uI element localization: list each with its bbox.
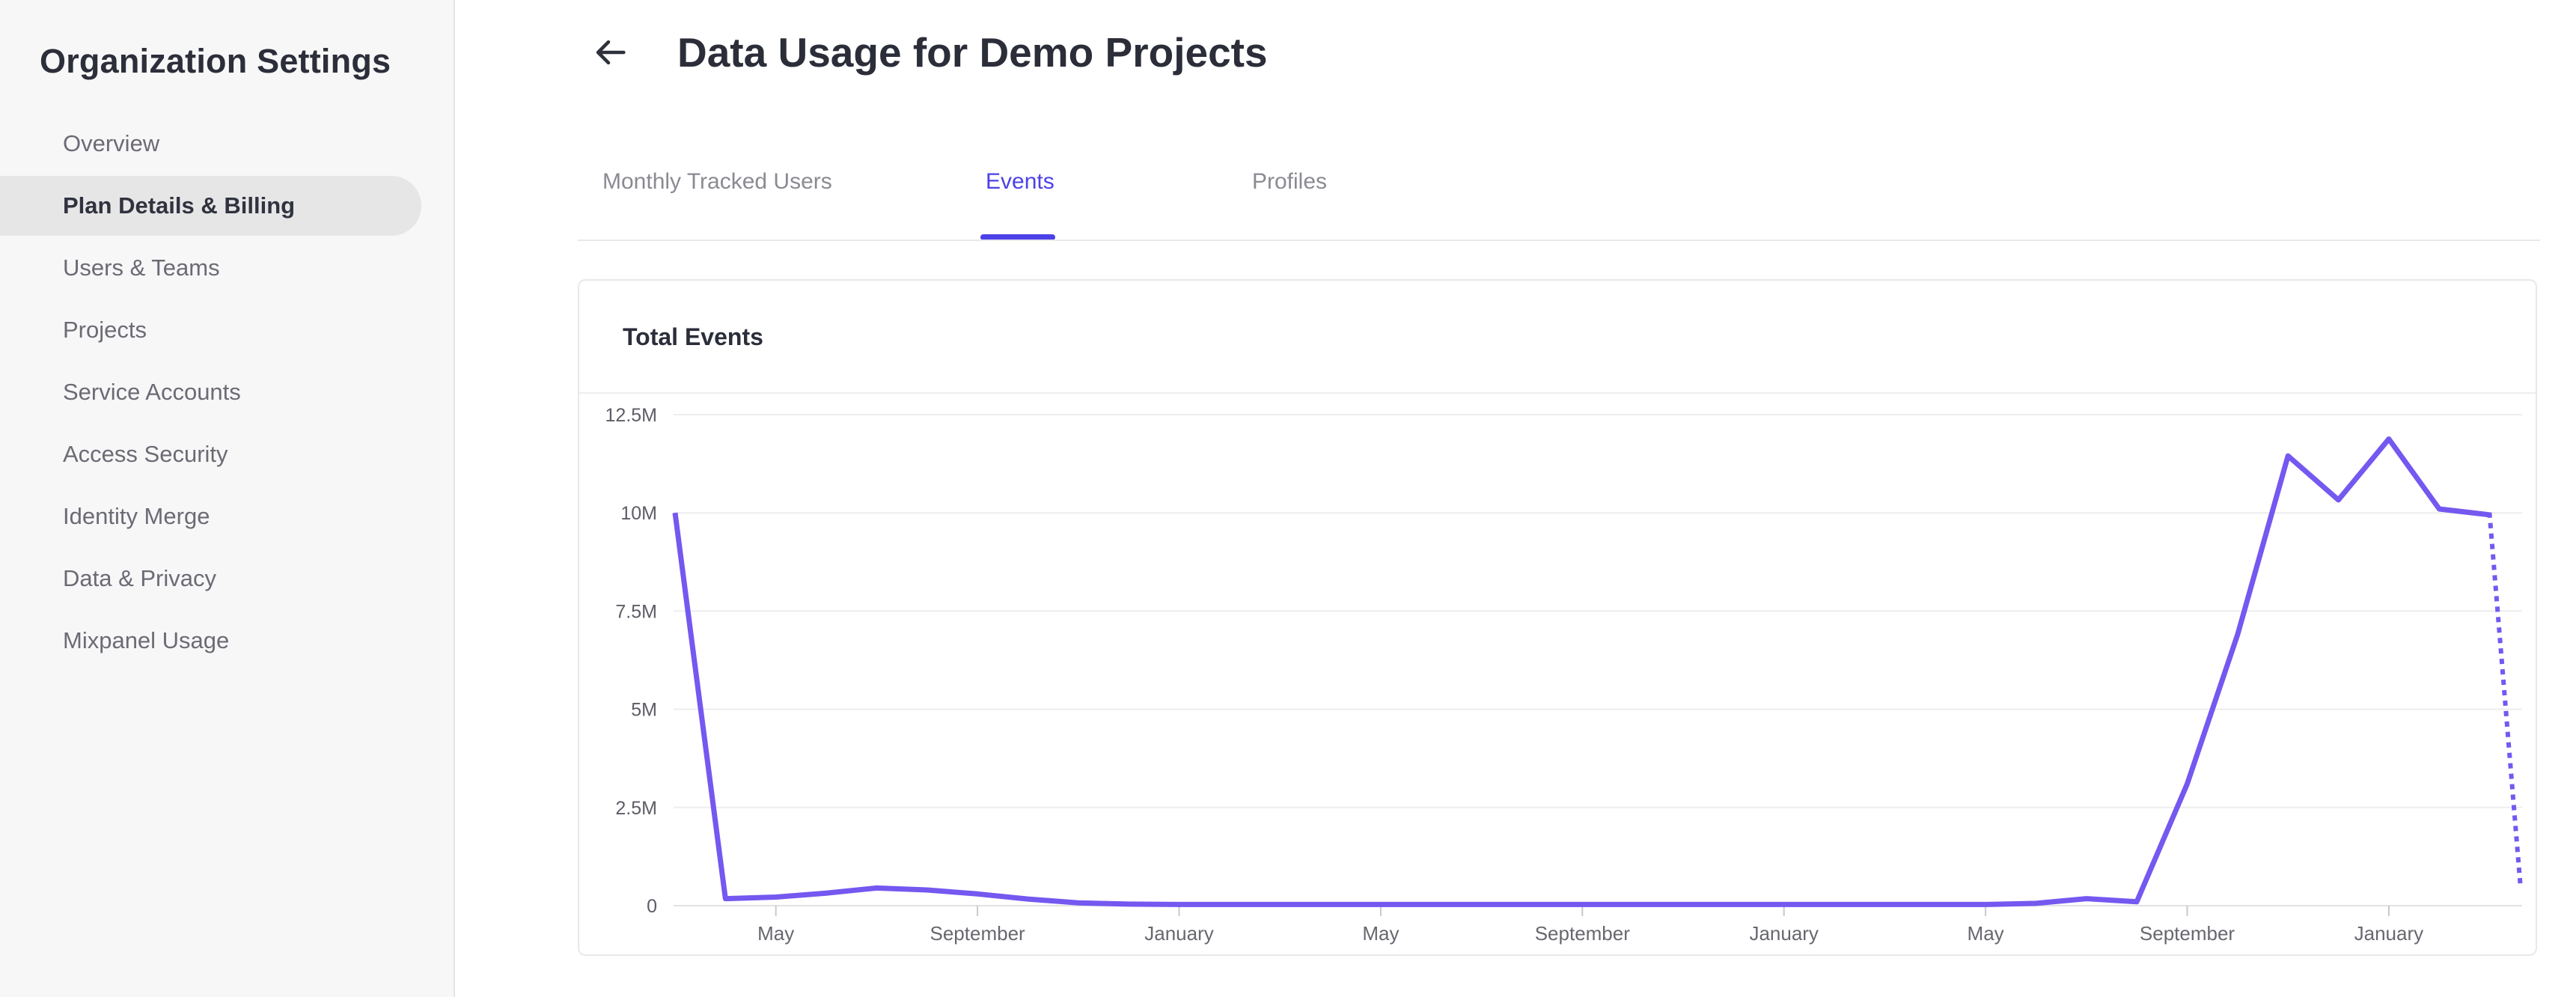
sidebar-item-users-teams[interactable]: Users & Teams xyxy=(63,254,220,281)
tab-profiles[interactable]: Profiles xyxy=(1252,169,1328,194)
card-title: Total Events xyxy=(623,323,763,350)
sidebar-item-overview[interactable]: Overview xyxy=(63,130,160,156)
total-events-card: 12.5M 10M 7.5M 5M 2.5M 0 May September January Ma… xyxy=(578,279,2537,956)
sidebar-item-service-accounts[interactable]: Service Accounts xyxy=(63,379,241,405)
y-axis-label: 10M xyxy=(620,503,657,524)
sidebar-item-data-privacy[interactable]: Data & Privacy xyxy=(63,565,217,591)
x-axis-label: September xyxy=(2140,922,2235,945)
tab-monthly-tracked-users[interactable]: Monthly Tracked Users xyxy=(602,169,832,194)
sidebar-nav: Overview Plan Details & Billing Users & Te… xyxy=(0,112,455,673)
y-axis-label: 0 xyxy=(647,896,657,917)
sidebar-title: Organization Settings xyxy=(40,42,391,80)
y-axis-label: 5M xyxy=(631,700,657,721)
sidebar-item-mixpanel-usage[interactable]: Mixpanel Usage xyxy=(63,627,230,653)
sidebar-item-access-security[interactable]: Access Security xyxy=(63,441,228,467)
x-axis-label: May xyxy=(757,922,794,945)
page-title: Data Usage for Demo Projects xyxy=(677,29,1268,76)
sidebar: Organization Settings Overview Plan Detai… xyxy=(0,0,455,997)
back-button[interactable] xyxy=(591,33,630,72)
arrow-left-icon xyxy=(591,40,630,75)
x-axis-label: September xyxy=(930,922,1026,945)
x-axis-label: January xyxy=(1749,922,1819,945)
x-axis-label: May xyxy=(1968,922,2004,945)
sidebar-item-plan-details-billing[interactable]: Plan Details & Billing xyxy=(0,176,421,236)
x-axis-label: September xyxy=(1535,922,1631,945)
active-tab-underline xyxy=(980,234,1055,240)
x-axis-label: May xyxy=(1362,922,1399,945)
x-axis-label: January xyxy=(1144,922,1214,945)
tab-events[interactable]: Events xyxy=(986,169,1054,194)
x-axis-label: January xyxy=(2354,922,2424,945)
card-divider xyxy=(579,392,2536,394)
total-events-line-chart: 12.5M 10M 7.5M 5M 2.5M 0 May September January Ma… xyxy=(605,405,2524,945)
tabs-divider xyxy=(578,240,2540,241)
sidebar-item-identity-merge[interactable]: Identity Merge xyxy=(63,503,210,529)
y-axis-label: 12.5M xyxy=(605,405,657,426)
events-series-line xyxy=(672,436,2491,907)
sidebar-item-projects[interactable]: Projects xyxy=(63,317,147,343)
y-axis-label: 7.5M xyxy=(615,601,657,622)
y-axis-label: 2.5M xyxy=(615,798,657,819)
events-projection-dotted-line xyxy=(2487,512,2524,891)
